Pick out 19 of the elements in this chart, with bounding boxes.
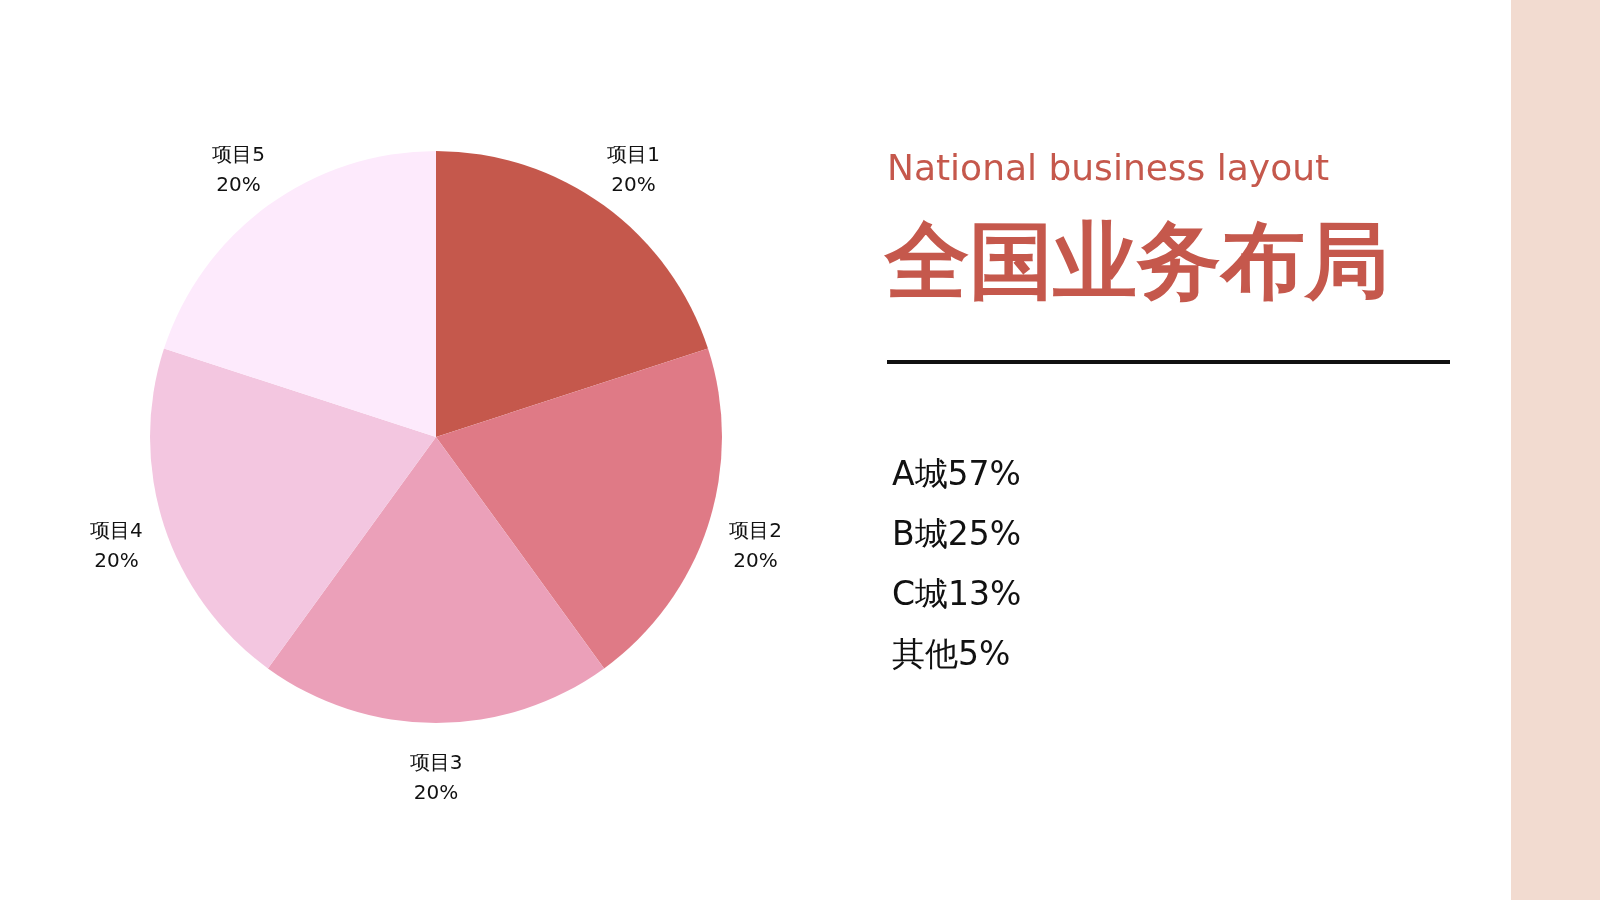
slice-label: 项目5: [212, 142, 265, 167]
text: 全国业务布局: [883, 212, 1389, 310]
text: C城13%: [892, 574, 1022, 613]
text: B城25%: [892, 514, 1021, 553]
text: National business layout: [887, 147, 1330, 188]
slice-label: 项目2: [729, 517, 782, 542]
pie-slice: [267, 437, 605, 723]
slice-label: 项目4: [90, 517, 143, 542]
data-label: 20%: [94, 547, 139, 572]
data-label: 20%: [733, 547, 778, 572]
data-label: 20%: [413, 780, 459, 804]
slice-label: 项目3: [409, 750, 463, 774]
data-label: 20%: [216, 172, 261, 197]
data-label: 20%: [611, 172, 656, 197]
slice-label: 项目1: [607, 142, 660, 167]
text: A城57%: [892, 454, 1021, 493]
text: 其他5%: [892, 634, 1011, 673]
pie-slice: [150, 348, 436, 669]
pie-slice: [436, 348, 722, 669]
